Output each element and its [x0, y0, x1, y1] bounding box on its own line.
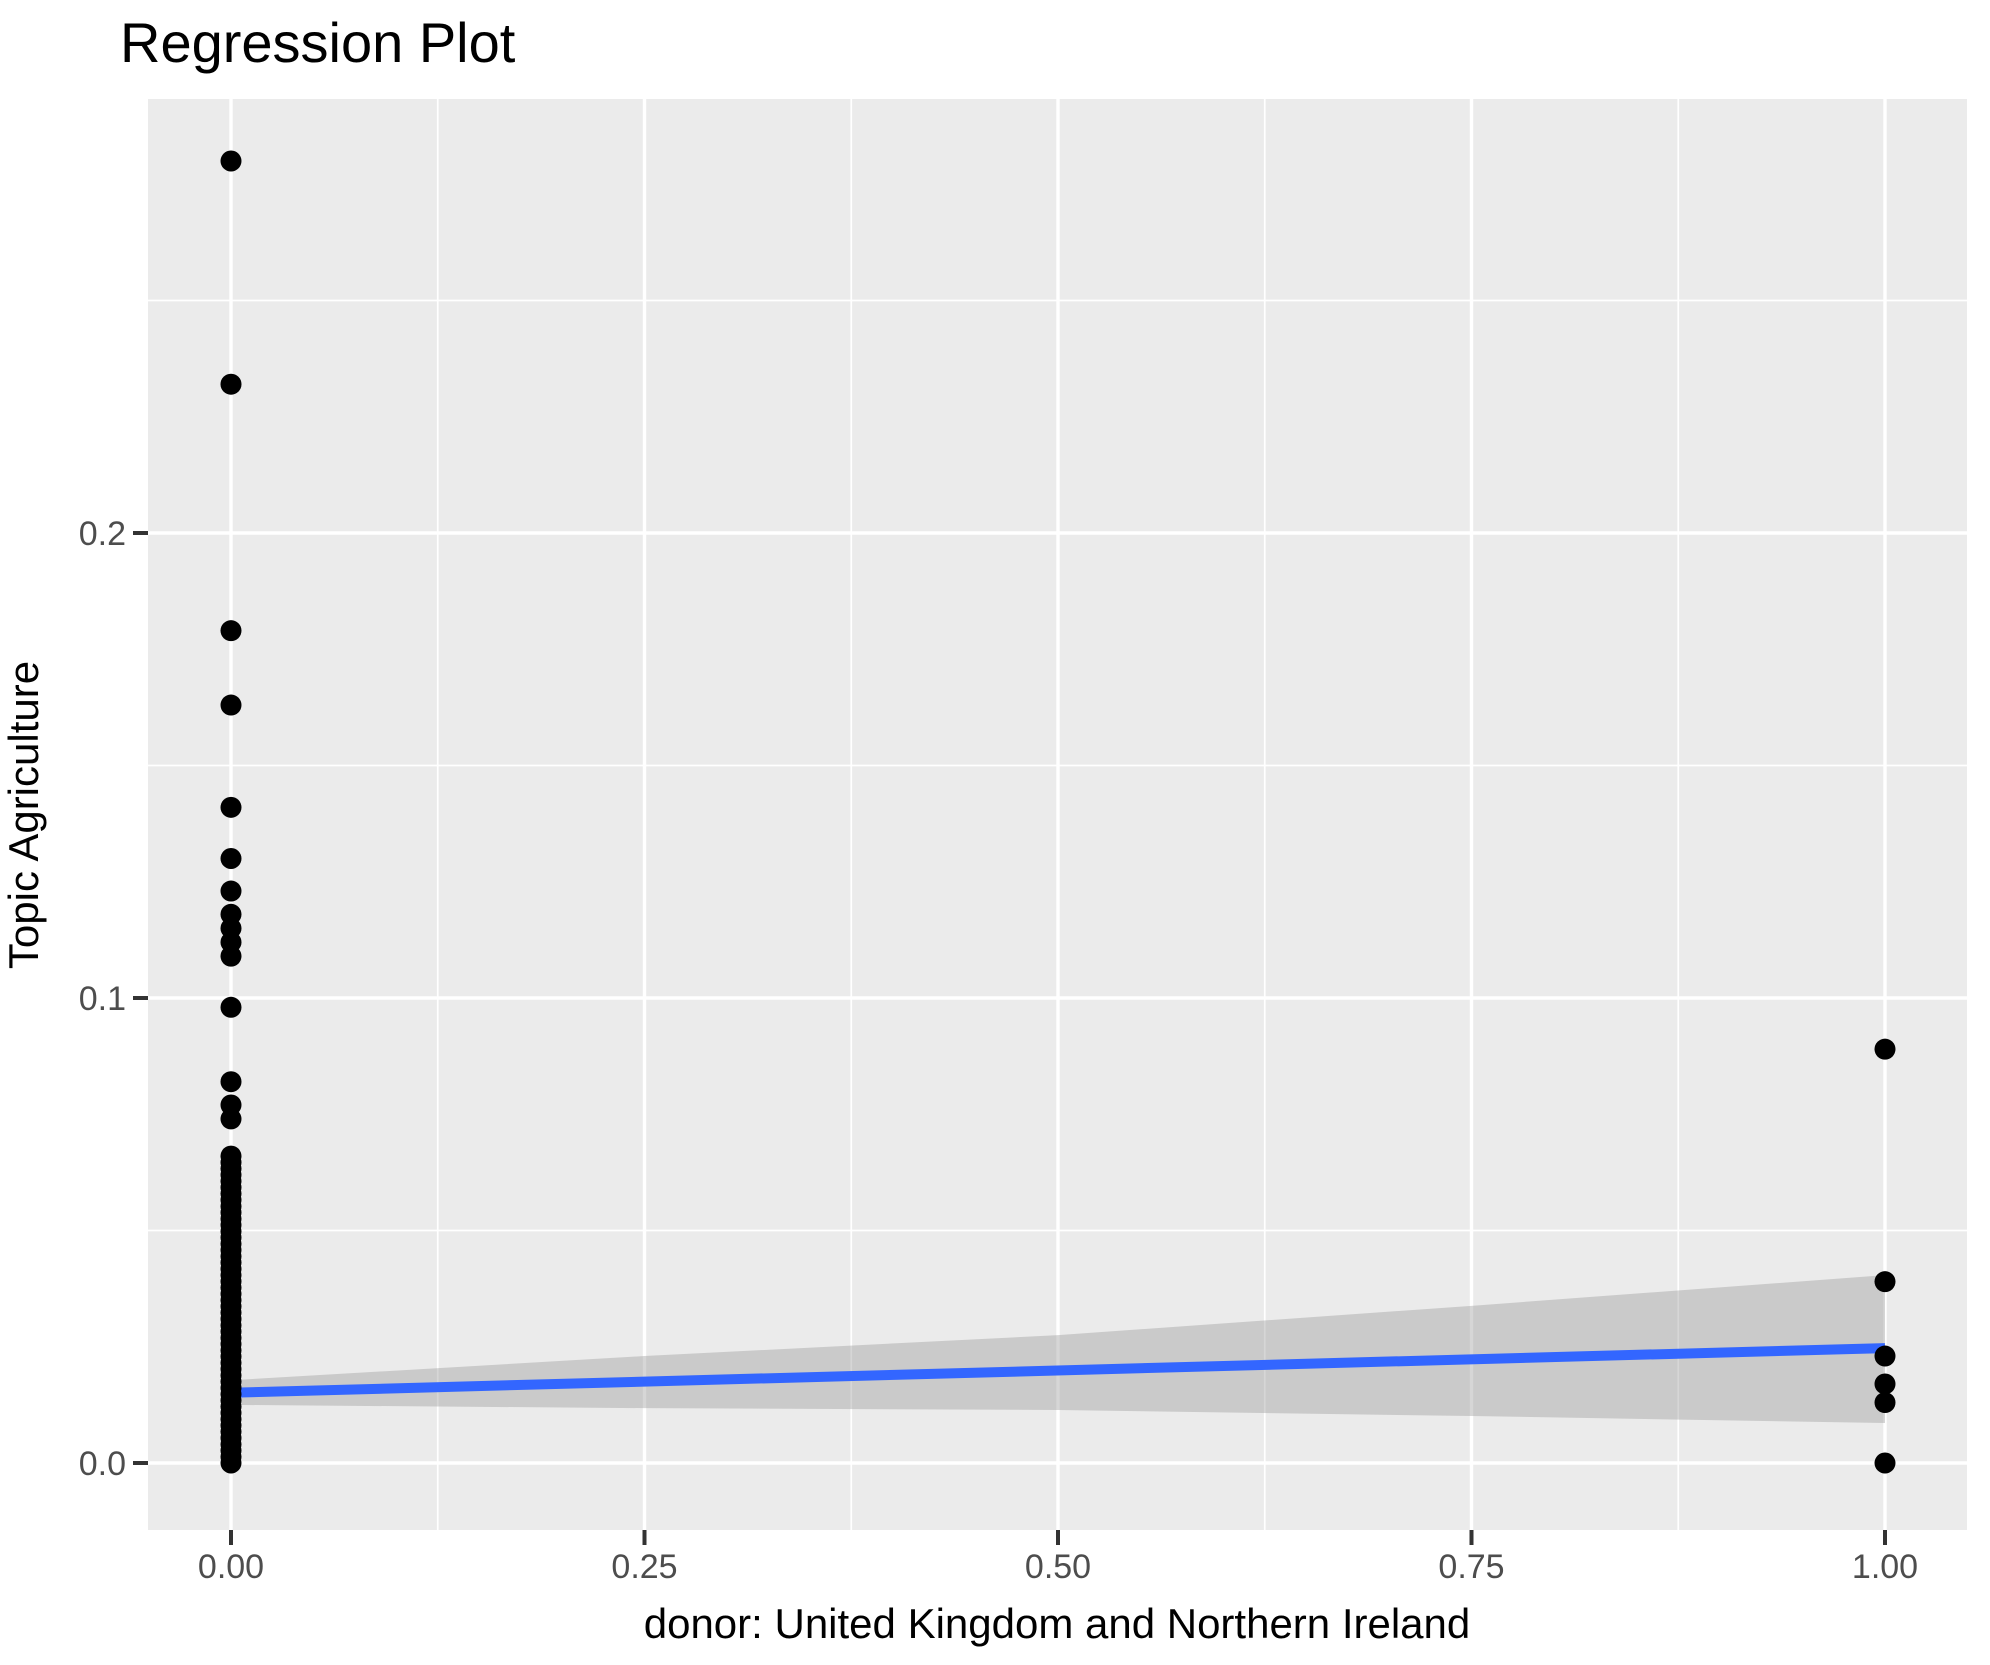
data-point [220, 880, 242, 902]
y-tick-label: 0.0 [79, 1445, 126, 1483]
x-tick-label: 0.75 [1438, 1548, 1504, 1586]
x-axis-title: donor: United Kingdom and Northern Irela… [644, 1600, 1471, 1647]
axis-tick-labels: 0.00 0.25 0.50 0.75 1.00 0.0 0.1 0.2 [79, 515, 1918, 1586]
plot-title: Regression Plot [120, 11, 516, 74]
data-point [220, 796, 242, 818]
data-point [220, 1145, 242, 1167]
y-tick-label: 0.1 [79, 980, 126, 1018]
x-tick-label: 0.25 [611, 1548, 677, 1586]
data-point [220, 150, 242, 172]
data-point [220, 945, 242, 967]
data-point [220, 694, 242, 716]
data-point [220, 1108, 242, 1130]
axis-tick-marks [133, 531, 1887, 1545]
data-point [220, 996, 242, 1018]
smooth-line [230, 1343, 1886, 1398]
data-point [1874, 1452, 1896, 1474]
data-point [1874, 1373, 1896, 1395]
y-axis-title: Topic Agriculture [0, 661, 47, 969]
data-point [1874, 1345, 1896, 1367]
major-gridlines [148, 99, 1967, 1530]
x-tick-label: 0.00 [198, 1548, 264, 1586]
data-point [1874, 1271, 1896, 1293]
x-tick-label: 1.00 [1852, 1548, 1918, 1586]
data-point [220, 848, 242, 869]
data-point [1874, 1038, 1896, 1060]
regression-line [230, 1343, 1886, 1398]
data-point [220, 620, 242, 642]
data-point [1874, 1392, 1896, 1414]
y-tick-label: 0.2 [79, 515, 126, 553]
scatter-points [220, 150, 1896, 1474]
x-tick-label: 0.50 [1025, 1548, 1091, 1586]
data-point [220, 373, 242, 395]
data-point [220, 1071, 242, 1093]
